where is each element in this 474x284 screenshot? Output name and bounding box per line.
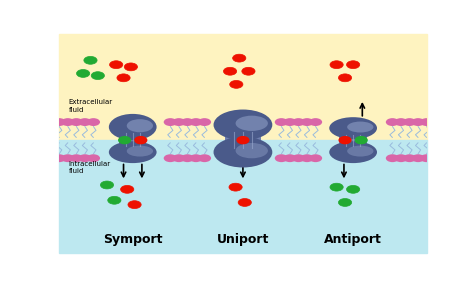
Circle shape (108, 196, 121, 204)
Ellipse shape (236, 116, 268, 131)
Circle shape (78, 118, 91, 126)
Circle shape (394, 154, 408, 162)
Circle shape (283, 154, 297, 162)
Circle shape (78, 154, 91, 162)
Circle shape (124, 63, 137, 71)
Circle shape (411, 154, 425, 162)
Circle shape (338, 74, 352, 82)
Ellipse shape (109, 114, 156, 140)
Ellipse shape (127, 146, 153, 156)
Circle shape (275, 118, 288, 126)
Circle shape (61, 154, 74, 162)
Circle shape (181, 118, 194, 126)
Circle shape (70, 118, 83, 126)
Circle shape (403, 118, 416, 126)
Ellipse shape (347, 122, 374, 132)
Bar (225, 131, 261, 149)
Circle shape (339, 137, 351, 144)
Circle shape (84, 57, 97, 64)
Circle shape (100, 181, 114, 189)
Text: Extracellular
fluid: Extracellular fluid (68, 99, 112, 113)
Circle shape (309, 154, 322, 162)
Circle shape (223, 67, 237, 75)
Ellipse shape (213, 110, 272, 140)
Circle shape (238, 199, 251, 206)
Circle shape (87, 118, 100, 126)
Circle shape (91, 72, 104, 80)
Circle shape (189, 154, 202, 162)
Circle shape (403, 154, 416, 162)
Bar (119, 132, 146, 147)
Circle shape (120, 185, 134, 193)
Bar (59, 34, 427, 140)
Circle shape (338, 199, 352, 206)
Bar (339, 133, 367, 147)
Circle shape (301, 154, 314, 162)
Circle shape (76, 70, 90, 77)
Circle shape (420, 154, 433, 162)
Circle shape (53, 118, 66, 126)
Circle shape (242, 67, 255, 75)
Circle shape (119, 137, 130, 144)
Circle shape (230, 80, 243, 88)
Circle shape (181, 154, 194, 162)
Circle shape (172, 154, 185, 162)
Circle shape (346, 61, 360, 69)
Circle shape (411, 118, 425, 126)
Circle shape (117, 74, 130, 82)
Circle shape (198, 118, 211, 126)
Circle shape (135, 137, 146, 144)
Circle shape (109, 61, 123, 69)
Circle shape (292, 154, 305, 162)
Circle shape (275, 154, 288, 162)
Ellipse shape (236, 143, 268, 158)
Circle shape (420, 118, 433, 126)
Bar (59, 140, 427, 253)
Circle shape (330, 61, 343, 69)
Circle shape (189, 118, 202, 126)
Circle shape (386, 154, 399, 162)
Ellipse shape (329, 117, 377, 139)
Circle shape (53, 154, 66, 162)
Circle shape (128, 201, 141, 208)
Circle shape (61, 118, 74, 126)
Circle shape (356, 137, 367, 144)
Circle shape (292, 118, 305, 126)
Ellipse shape (109, 141, 156, 163)
Text: Antiport: Antiport (324, 233, 382, 246)
Circle shape (301, 118, 314, 126)
Circle shape (87, 154, 100, 162)
Text: Uniport: Uniport (217, 233, 269, 246)
Circle shape (70, 154, 83, 162)
Ellipse shape (347, 146, 374, 156)
Text: Symport: Symport (103, 233, 163, 246)
Circle shape (164, 118, 177, 126)
Circle shape (283, 118, 297, 126)
Ellipse shape (213, 137, 272, 168)
Circle shape (229, 183, 242, 191)
Circle shape (346, 185, 360, 193)
Text: Intracellular
fluid: Intracellular fluid (68, 161, 110, 174)
Circle shape (394, 118, 408, 126)
Circle shape (237, 137, 249, 144)
Circle shape (198, 154, 211, 162)
Circle shape (330, 183, 343, 191)
Circle shape (233, 54, 246, 62)
Circle shape (172, 118, 185, 126)
Ellipse shape (329, 141, 377, 163)
Circle shape (309, 118, 322, 126)
Circle shape (164, 154, 177, 162)
Circle shape (386, 118, 399, 126)
Ellipse shape (127, 119, 153, 132)
